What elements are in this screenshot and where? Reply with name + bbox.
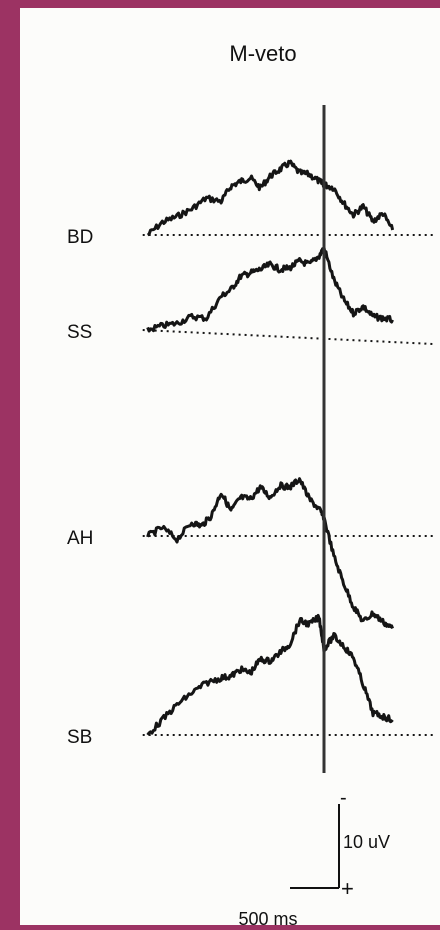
- scale-bar-amplitude-label: 10 uV: [343, 832, 390, 852]
- series-trace: [146, 613, 394, 736]
- series-label: BD: [67, 227, 93, 248]
- figure-panel: M-veto BD SS AH SB - 10 uV + 500 ms: [20, 8, 440, 929]
- scale-bar-pos-label: +: [341, 876, 354, 901]
- scale-bar-neg-label: -: [340, 787, 347, 809]
- series-bd: BD: [67, 159, 433, 248]
- erp-chart: M-veto BD SS AH SB - 10 uV + 500 ms: [67, 41, 434, 929]
- chart-title: M-veto: [229, 41, 296, 66]
- series-baseline: [142, 329, 434, 345]
- series-trace: [146, 159, 395, 237]
- scale-bar-time-label: 500 ms: [238, 909, 297, 925]
- chart-marks: BD SS AH SB: [67, 159, 434, 748]
- series-trace: [146, 477, 395, 629]
- series-sb: SB: [67, 613, 433, 748]
- series-label: SS: [67, 322, 92, 343]
- series-trace: [146, 245, 394, 333]
- scale-bar: - 10 uV + 500 ms: [238, 787, 390, 929]
- series-label: AH: [67, 528, 93, 549]
- series-ah: AH: [67, 477, 433, 629]
- series-label: SB: [67, 727, 92, 748]
- series-ss: SS: [67, 245, 434, 345]
